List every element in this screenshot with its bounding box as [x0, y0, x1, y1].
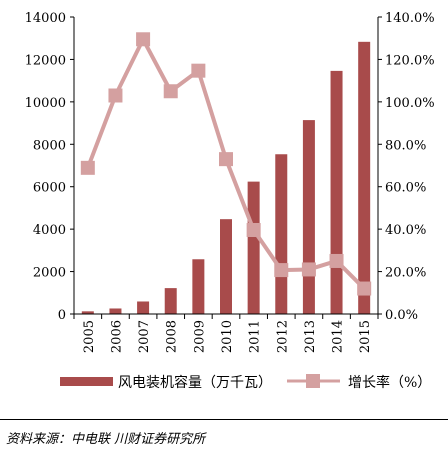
x-tick-label: 2014	[331, 320, 346, 353]
right-tick-label: 80.0%	[385, 138, 426, 153]
growth-point-2006	[108, 88, 123, 103]
growth-point-2012	[274, 263, 289, 278]
x-tick-label: 2008	[165, 320, 180, 353]
growth-point-2011	[246, 222, 261, 237]
x-tick-label: 2005	[82, 320, 97, 353]
left-tick-label: 8000	[33, 138, 66, 153]
bar-2014	[330, 70, 343, 315]
x-tick-label: 2007	[137, 320, 152, 353]
left-tick-label: 14000	[25, 11, 66, 26]
footnote-divider	[0, 419, 448, 420]
right-tick-label: 0.0%	[385, 308, 418, 323]
bar-2015	[358, 41, 371, 315]
bar-2007	[137, 301, 150, 314]
left-tick-label: 12000	[25, 53, 66, 68]
bar-2005	[81, 311, 94, 314]
left-tick-label: 6000	[33, 181, 66, 196]
left-tick-label: 4000	[33, 223, 66, 238]
legend-bar-swatch	[60, 377, 113, 386]
bar-2006	[109, 308, 122, 314]
x-tick-label: 2013	[303, 320, 318, 353]
x-tick-label: 2006	[109, 320, 124, 353]
growth-line-series	[80, 32, 372, 296]
bar-series	[81, 41, 371, 315]
bar-2008	[164, 288, 177, 314]
combo-chart: 0 2000 4000 6000 8000 10000 12000 14000 0.0% 20.…	[25, 11, 435, 391]
left-tick-label: 2000	[33, 266, 66, 281]
right-tick-label: 120.0%	[385, 53, 435, 68]
x-tick-label: 2015	[358, 320, 373, 353]
axes	[73, 17, 379, 315]
x-axis-ticks: 2005 2006 2007 2008 2009 2010 2011 2012 2013 2014…	[73, 314, 379, 353]
legend-line-marker	[306, 374, 320, 388]
bar-2010	[220, 219, 232, 314]
bar-2011	[247, 181, 260, 314]
growth-point-2009	[191, 63, 206, 78]
x-tick-label: 2009	[192, 320, 207, 353]
right-tick-label: 40.0%	[385, 223, 426, 238]
legend: 风电装机容量（万千瓦） 增长率（%）	[60, 374, 431, 391]
growth-point-2007	[136, 32, 151, 47]
left-axis-ticks: 0 2000 4000 6000 8000 10000 12000 14000	[25, 11, 74, 323]
legend-line-label: 增长率（%）	[348, 374, 431, 391]
source-note: 资料来源：中电联 川财证券研究所	[6, 432, 206, 447]
growth-point-2005	[80, 160, 95, 175]
legend-bar-label: 风电装机容量（万千瓦）	[118, 374, 272, 391]
growth-point-2008	[163, 84, 178, 99]
right-tick-label: 140.0%	[385, 11, 435, 26]
right-tick-label: 20.0%	[385, 266, 426, 281]
x-tick-label: 2011	[248, 320, 263, 353]
growth-point-2013	[301, 262, 316, 277]
right-tick-label: 60.0%	[385, 181, 426, 196]
x-tick-label: 2012	[275, 320, 290, 353]
bar-2013	[302, 120, 315, 314]
bar-2009	[192, 259, 205, 314]
x-tick-label: 2010	[220, 320, 235, 353]
right-axis-ticks: 0.0% 20.0% 40.0% 60.0% 80.0% 100.0% 120.0% 140.…	[378, 11, 435, 323]
growth-point-2010	[219, 152, 233, 167]
growth-point-2014	[329, 253, 344, 268]
right-tick-label: 100.0%	[385, 96, 435, 111]
left-tick-label: 10000	[25, 96, 66, 111]
growth-point-2015	[357, 281, 372, 296]
left-tick-label: 0	[58, 308, 66, 323]
bar-2012	[275, 154, 288, 314]
